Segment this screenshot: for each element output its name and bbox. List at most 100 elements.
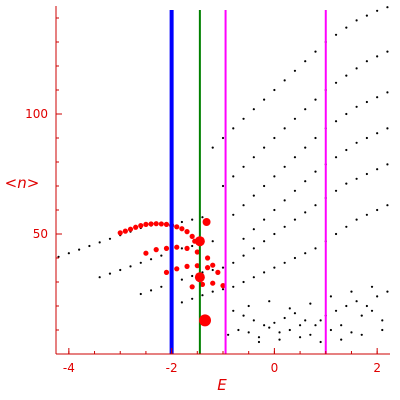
black-data-point <box>340 338 343 341</box>
black-data-point <box>345 74 348 77</box>
black-data-point <box>309 302 312 305</box>
black-data-point <box>386 204 389 207</box>
black-data-point <box>242 165 245 168</box>
black-data-point <box>149 258 153 261</box>
black-data-point <box>78 248 81 251</box>
black-data-point <box>334 309 338 312</box>
black-data-point <box>340 324 343 327</box>
black-data-point <box>283 79 286 82</box>
black-data-point <box>273 208 276 212</box>
red-data-point <box>189 284 195 290</box>
black-data-point <box>283 199 286 202</box>
black-data-point <box>88 244 91 248</box>
red-data-point <box>174 266 180 272</box>
black-data-point <box>386 290 389 293</box>
red-data-point <box>179 226 185 232</box>
red-data-point <box>163 269 170 275</box>
black-data-point <box>355 19 358 22</box>
black-data-point <box>309 333 312 336</box>
black-data-point <box>365 14 368 17</box>
red-data-point <box>138 223 144 229</box>
black-data-point <box>386 127 389 130</box>
black-data-point <box>201 294 204 297</box>
black-data-point <box>108 272 112 275</box>
black-data-point <box>242 314 245 317</box>
black-data-point <box>263 324 266 327</box>
black-data-point <box>304 252 307 255</box>
black-data-point <box>355 218 358 221</box>
black-data-point <box>283 127 286 130</box>
red-large-point <box>194 236 205 247</box>
black-data-point <box>191 244 194 248</box>
black-data-point <box>288 307 291 310</box>
black-data-point <box>268 300 271 303</box>
black-data-point <box>293 218 297 221</box>
red-data-point <box>184 245 190 251</box>
black-data-point <box>160 254 163 257</box>
red-large-point <box>202 218 211 226</box>
x-tick-label: 2 <box>373 361 381 375</box>
black-data-point <box>252 228 255 231</box>
black-data-point <box>283 225 286 228</box>
black-data-point <box>288 328 291 332</box>
black-data-point <box>370 309 374 312</box>
black-data-point <box>334 81 338 84</box>
black-data-point <box>263 271 266 274</box>
red-data-point <box>199 281 206 287</box>
black-data-point <box>247 331 250 334</box>
black-data-point <box>334 232 338 236</box>
black-data-point <box>283 261 286 264</box>
black-data-point <box>345 225 348 228</box>
black-data-point <box>211 240 214 243</box>
red-data-point <box>194 263 200 269</box>
black-data-point <box>334 156 338 159</box>
black-data-point <box>139 261 142 264</box>
black-data-point <box>304 108 307 111</box>
black-data-point <box>242 280 245 284</box>
black-data-point <box>314 136 317 140</box>
black-data-point <box>273 232 276 236</box>
black-data-point <box>345 148 348 152</box>
black-data-point <box>304 319 307 322</box>
red-data-point <box>210 280 216 286</box>
red-data-point <box>184 229 190 235</box>
black-data-point <box>201 216 204 219</box>
red-data-point <box>133 224 139 230</box>
black-data-point <box>304 180 307 183</box>
black-data-point <box>263 146 266 149</box>
black-data-point <box>370 285 374 288</box>
black-data-point <box>160 285 163 288</box>
black-data-point <box>345 182 348 185</box>
black-data-point <box>314 98 317 101</box>
black-data-point <box>283 316 286 320</box>
black-data-point <box>365 100 368 104</box>
black-data-point <box>319 319 322 322</box>
black-data-point <box>252 156 255 159</box>
black-data-point <box>314 50 317 53</box>
red-data-point <box>189 233 195 239</box>
black-data-point <box>376 168 379 171</box>
black-data-point <box>345 26 348 29</box>
red-data-point <box>204 255 211 261</box>
black-data-point <box>293 312 297 315</box>
black-data-point <box>355 67 358 70</box>
black-data-point <box>180 220 183 224</box>
black-data-point <box>386 91 389 94</box>
black-data-point <box>119 268 122 272</box>
black-data-point <box>314 170 317 173</box>
red-data-point <box>143 221 149 227</box>
black-data-point <box>268 326 271 329</box>
black-data-point <box>386 163 389 166</box>
black-data-point <box>232 175 235 178</box>
black-data-point <box>221 288 225 291</box>
black-data-point <box>273 136 276 140</box>
black-data-point <box>365 172 368 176</box>
black-data-point <box>242 117 245 120</box>
black-data-point <box>293 117 297 120</box>
black-data-point <box>273 266 276 269</box>
black-data-point <box>242 204 245 207</box>
black-data-point <box>232 285 235 288</box>
red-data-point <box>204 265 211 271</box>
black-data-point <box>283 165 286 168</box>
black-data-point <box>365 136 368 140</box>
